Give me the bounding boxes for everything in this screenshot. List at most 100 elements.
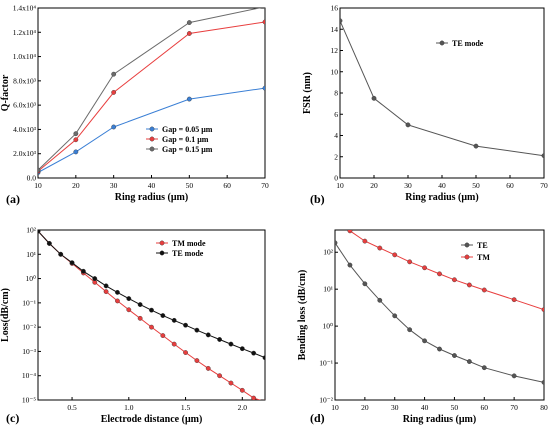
data-point [137, 302, 143, 307]
x-tick-label: 50 [186, 181, 194, 190]
data-point [194, 358, 200, 363]
data-point [205, 366, 211, 371]
y-tick-label: 2.0x10³ [13, 149, 37, 158]
x-tick-label: 20 [370, 181, 378, 190]
x-tick-label: 80 [540, 403, 548, 412]
data-point [377, 245, 383, 251]
data-point [183, 350, 188, 355]
y-tick-label: 10⁻³ [22, 347, 36, 356]
x-axis-label: Ring radius (μm) [405, 192, 478, 203]
y-tick-label: 6.0x10³ [13, 101, 37, 110]
data-point [362, 281, 368, 287]
x-tick-label: 2.0 [238, 403, 248, 412]
data-point [262, 8, 265, 10]
x-tick-label: 10 [331, 403, 339, 412]
legend-label: Gap = 0.05 μm [162, 125, 213, 134]
data-point [262, 19, 265, 25]
data-point [111, 124, 117, 130]
y-tick-label: 10⁻¹ [319, 359, 333, 368]
data-point [69, 260, 75, 266]
data-point [452, 353, 457, 358]
legend-marker [149, 146, 155, 152]
data-point [392, 313, 398, 319]
data-point [58, 251, 64, 257]
x-tick-label: 30 [391, 403, 399, 412]
x-tick-label: 70 [261, 181, 269, 190]
data-point [217, 337, 223, 342]
data-point [362, 238, 368, 244]
x-tick-label: 1.0 [124, 403, 134, 412]
data-point [73, 131, 79, 137]
panel-1: 10 20 30 40 50 60 70 0.0 2.0x10³ 4.0x10³ 6.0x10³ 8.… [0, 4, 269, 207]
data-point [481, 287, 487, 293]
legend-marker [159, 240, 165, 246]
legend-marker [439, 40, 445, 46]
y-tick-label: 10⁰ [25, 274, 36, 283]
panel-3: 0.5 1.0 1.5 2.0 10² 10¹ 10⁰ 10⁻¹ 10⁻² 10⁻³ 10⁻⁴ 10⁻… [0, 226, 266, 425]
data-point [422, 265, 427, 271]
data-layer [335, 230, 544, 385]
data-point [407, 259, 413, 265]
data-point [239, 387, 245, 393]
data-point [186, 96, 192, 102]
data-point [186, 20, 192, 25]
y-tick-label: 2 [334, 152, 338, 161]
legend-label: Gap = 0.15 μm [162, 145, 213, 154]
legend-marker [149, 126, 155, 132]
y-tick-label: 1.0x10⁴ [13, 52, 37, 61]
panel-label: (c) [6, 411, 19, 425]
data-point [149, 307, 154, 313]
y-tick-label: 16 [331, 4, 339, 13]
data-point [251, 350, 257, 356]
data-point [73, 137, 79, 143]
legend-label: TM mode [172, 239, 206, 248]
data-point [340, 18, 343, 24]
series-line [38, 230, 265, 359]
x-tick-label: 60 [481, 403, 489, 412]
data-point [473, 143, 479, 149]
panel-label: (d) [310, 411, 325, 425]
data-point [422, 338, 427, 344]
x-tick-label: 60 [506, 181, 514, 190]
panel-2: 10 20 30 40 50 60 70 0 2 4 6 8 10 12 14 16 Ring radius (… [302, 4, 548, 207]
y-tick-label: 10⁻² [22, 323, 36, 332]
y-axis-label: Loss(dB/cm) [0, 288, 11, 342]
y-tick-label: 10 [331, 67, 339, 76]
y-tick-label: 10⁻¹ [22, 298, 36, 307]
y-tick-label: 4.0x10³ [13, 125, 37, 134]
data-point [437, 346, 442, 352]
data-layer [340, 18, 544, 159]
data-point [171, 317, 177, 323]
legend-label: TE mode [452, 39, 484, 48]
data-layer [38, 230, 265, 400]
legend-label: Gap = 0.1 μm [162, 135, 209, 144]
data-point [251, 395, 257, 400]
x-axis-label: Electrode distance (μm) [101, 414, 203, 425]
y-axis-label: FSR (nm) [302, 72, 313, 114]
plot-frame [37, 229, 266, 401]
data-point [541, 379, 544, 385]
x-tick-label: 1.5 [181, 403, 191, 412]
x-tick-label: 20 [72, 181, 80, 190]
data-point [217, 373, 223, 379]
legend-marker [464, 254, 470, 260]
data-point [481, 365, 487, 371]
x-tick-label: 30 [110, 181, 118, 190]
x-tick-label: 10 [336, 181, 344, 190]
legend-label: TE mode [172, 249, 204, 258]
data-point [81, 268, 86, 274]
y-tick-label: 10¹ [26, 250, 36, 259]
series-line [38, 230, 262, 400]
data-point [205, 332, 211, 338]
data-point [262, 85, 265, 91]
panel-label: (b) [310, 192, 325, 206]
x-tick-label: 70 [510, 403, 518, 412]
data-point [228, 341, 234, 347]
data-point [377, 297, 383, 303]
y-tick-label: 10⁻² [319, 396, 333, 405]
y-tick-label: 6 [334, 110, 338, 119]
legend-label: TE [477, 241, 488, 250]
series-line [335, 242, 544, 383]
data-point [407, 327, 413, 333]
